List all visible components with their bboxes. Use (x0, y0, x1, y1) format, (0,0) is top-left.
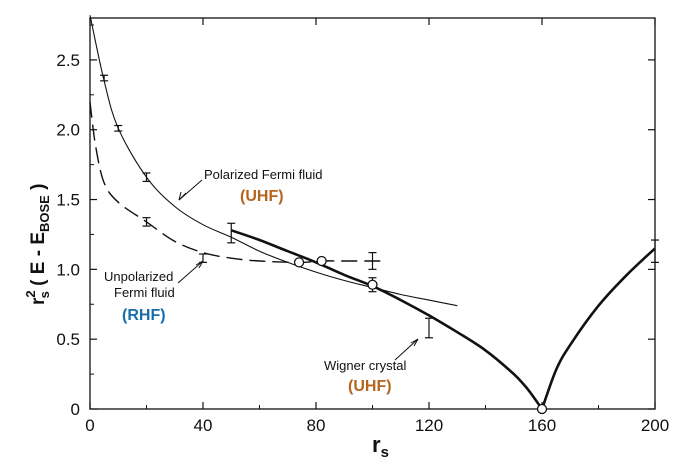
annotation-unpolarized-label-line2: Fermi fluid (114, 285, 175, 300)
annotation-arrow-unpolarized (177, 260, 204, 284)
error-bar (651, 239, 659, 263)
series-line-wigner-crystal (540, 247, 656, 410)
error-bars-layer (100, 74, 659, 339)
markers-layer (293, 255, 548, 415)
y-axis-label: r2s ( E - EBOSE ) (23, 184, 52, 305)
x-tick-label: 160 (528, 416, 556, 435)
series-line-polarized-fermi-fluid (89, 15, 458, 307)
error-bar (368, 252, 377, 270)
error-bar (114, 124, 123, 132)
x-tick-label: 200 (641, 416, 669, 435)
annotation-wigner-label: Wigner crystal (324, 358, 406, 373)
data-point-marker (293, 257, 305, 268)
series-line-unpolarized-fermi-fluid (89, 101, 384, 264)
annotation-arrow-polarized (178, 179, 203, 201)
data-point-marker (536, 403, 548, 415)
error-bar (142, 172, 151, 182)
error-bar (227, 222, 236, 244)
x-tick-label: 80 (307, 416, 326, 435)
data-point-marker (367, 279, 378, 290)
series-layer (89, 15, 656, 410)
y-tick-label: 0 (71, 400, 80, 419)
x-axis-label: rs (372, 432, 389, 461)
annotation-wigner-tag: (UHF) (348, 378, 392, 395)
annotation-polarized-tag: (UHF) (240, 188, 284, 205)
y-tick-label: 1.0 (56, 260, 80, 279)
error-bar (100, 74, 109, 82)
series-line-wigner-crystal (230, 229, 544, 410)
x-tick-label: 40 (194, 416, 213, 435)
x-tick-label: 120 (415, 416, 443, 435)
annotation-unpolarized-label-line1: Unpolarized (104, 269, 173, 284)
annotations-layer: Polarized Fermi fluid (UHF) Unpolarized … (104, 167, 419, 395)
y-tick-label: 2.5 (56, 51, 80, 70)
annotation-unpolarized-tag: (RHF) (122, 307, 166, 324)
error-bar (425, 317, 433, 339)
x-tick-label: 0 (85, 416, 94, 435)
y-tick-label: 2.0 (56, 121, 80, 140)
plot-frame (89, 17, 656, 410)
y-tick-label: 1.5 (56, 191, 80, 210)
axes: 0 40 80 120 160 200 0 0.5 1.0 1.5 2.0 2.5 rs r2s ( E … (23, 17, 669, 461)
annotation-arrow-wigner (394, 338, 419, 361)
y-tick-label: 0.5 (56, 330, 80, 349)
error-bar (142, 217, 151, 227)
annotation-polarized-label: Polarized Fermi fluid (204, 167, 323, 182)
data-point-marker (316, 255, 327, 267)
